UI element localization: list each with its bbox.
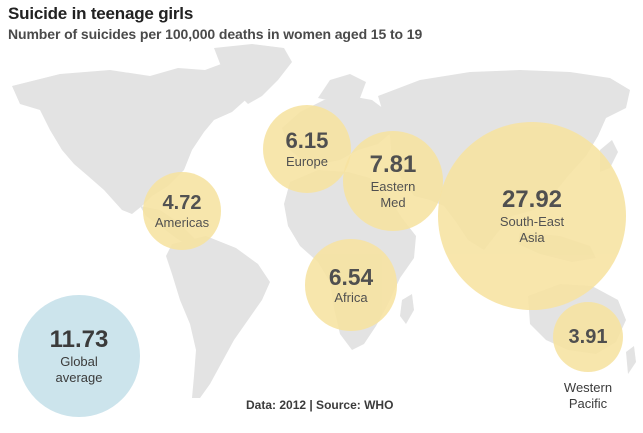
label-global-average: Global average [18,354,140,386]
bubble-south-east-asia: 27.92 South-East Asia [437,121,627,311]
value-global-average: 11.73 [49,325,109,353]
label-western-pacific: Western Pacific [543,380,633,412]
land-greenland [214,44,292,104]
label-eastern-med: Eastern Med [343,179,442,211]
label-south-east-asia-text: South-East Asia [499,213,565,245]
value-americas: 4.72 [162,191,202,214]
label-europe: Europe [286,154,328,170]
land-north-america [12,58,270,214]
land-scandinavia [318,74,366,104]
label-global-average-text: Global average [55,353,103,385]
label-eastern-med-text: Eastern Med [370,178,416,210]
value-south-east-asia: 27.92 [501,185,563,213]
chart-subtitle: Number of suicides per 100,000 deaths in… [8,26,423,42]
value-western-pacific: 3.91 [568,325,608,348]
bubble-global-average: 11.73 Global average [18,295,140,417]
land-madagascar [400,294,414,324]
bubble-americas: 4.72 Americas [143,172,221,250]
value-europe: 6.15 [285,127,329,153]
bubble-europe: 6.15 Europe [262,104,352,194]
value-africa: 6.54 [328,263,374,290]
label-south-east-asia: South-East Asia [438,214,626,246]
label-americas: Americas [154,214,210,230]
chart-title: Suicide in teenage girls [8,4,194,23]
label-africa: Africa [334,290,368,306]
bubble-western-pacific: 3.91 [552,301,624,373]
value-eastern-med: 7.81 [369,150,417,178]
label-western-pacific-text: Western Pacific [563,380,613,411]
land-new-zealand [626,346,636,374]
bubble-eastern-med: 7.81 Eastern Med [343,131,443,231]
bubble-africa: 6.54 Africa [305,239,397,331]
land-south-america [166,236,270,398]
source-note: Data: 2012 | Source: WHO [246,398,394,412]
